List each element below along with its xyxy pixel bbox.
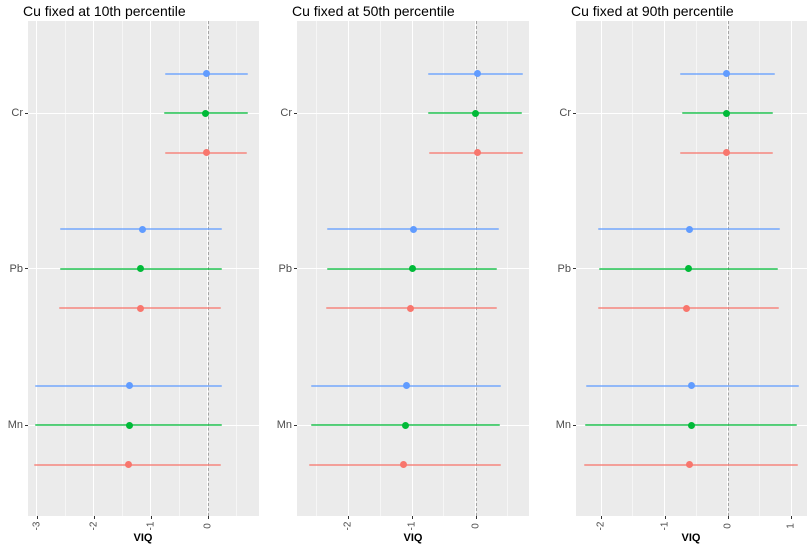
x-tick-mark (36, 516, 38, 519)
category-label-mn: Mn (555, 419, 571, 431)
point-estimate-cr-green (472, 109, 480, 117)
category-label-cr: Cr (559, 107, 571, 119)
y-tick-mark (294, 268, 297, 269)
x-tick-mark (727, 516, 729, 519)
point-estimate-cr-blue (473, 70, 481, 77)
y-tick-mark (294, 112, 297, 114)
x-tick-label: -1 (145, 521, 157, 531)
point-estimate-mn-blue (688, 382, 696, 389)
category-label-pb: Pb (9, 262, 23, 275)
x-tick-mark (475, 516, 477, 519)
x-tick-mark (150, 516, 152, 519)
x-tick-label: -2 (595, 521, 607, 531)
y-tick-mark (573, 424, 576, 426)
x-tick-label: -2 (88, 521, 100, 531)
y-tick-mark (25, 424, 28, 426)
point-estimate-pb-green (408, 265, 416, 272)
point-estimate-mn-blue (402, 382, 410, 389)
point-estimate-cr-blue (203, 70, 211, 77)
x-tick-label: 0 (470, 523, 482, 529)
point-estimate-pb-red (136, 304, 144, 312)
category-label-cr: Cr (11, 107, 23, 119)
point-estimate-pb-blue (409, 225, 417, 233)
y-tick-mark (573, 268, 576, 269)
facet-title-cu-10th: Cu fixed at 10th percentile (23, 3, 186, 19)
x-tick-label: -1 (406, 521, 418, 531)
category-label-pb: Pb (278, 262, 292, 275)
point-estimate-cr-green (202, 109, 210, 117)
point-estimate-cr-blue (723, 70, 731, 77)
panel-cu-50th (297, 21, 529, 516)
point-estimate-mn-red (400, 461, 408, 468)
gridline-major-horizontal (297, 112, 529, 114)
x-tick-label: -3 (31, 521, 43, 531)
x-tick-label: 0 (202, 523, 214, 529)
gridline-major-horizontal (28, 112, 259, 114)
facet-title-cu-50th: Cu fixed at 50th percentile (292, 3, 455, 19)
y-tick-mark (294, 424, 297, 426)
point-estimate-mn-green (126, 421, 134, 429)
x-tick-mark (791, 516, 793, 519)
point-estimate-cr-red (203, 149, 211, 156)
x-tick-mark (412, 516, 414, 519)
point-estimate-mn-green (687, 421, 695, 429)
x-tick-mark (207, 516, 209, 519)
x-tick-label: 1 (785, 523, 797, 529)
point-estimate-cr-red (473, 149, 481, 156)
point-estimate-mn-green (401, 421, 409, 429)
category-label-mn: Mn (7, 419, 23, 431)
point-estimate-mn-red (124, 461, 132, 468)
x-tick-label: 0 (722, 523, 734, 529)
x-tick-mark (93, 516, 95, 519)
x-axis-label: VIQ (403, 532, 423, 544)
x-tick-label: -2 (342, 521, 354, 531)
point-estimate-cr-green (723, 109, 731, 117)
point-estimate-mn-blue (126, 382, 134, 389)
y-tick-mark (573, 112, 576, 114)
category-label-cr: Cr (280, 107, 292, 119)
point-estimate-pb-blue (685, 225, 693, 233)
point-estimate-pb-blue (138, 225, 146, 233)
point-estimate-mn-red (686, 461, 694, 468)
x-tick-label: -1 (659, 521, 671, 531)
x-tick-mark (601, 516, 603, 519)
panel-cu-90th (576, 21, 807, 516)
x-tick-mark (664, 516, 666, 519)
point-estimate-pb-green (136, 265, 144, 272)
x-axis-label: VIQ (133, 532, 153, 544)
point-estimate-pb-red (407, 304, 415, 312)
x-axis-label: VIQ (681, 532, 701, 544)
point-estimate-pb-green (684, 265, 692, 272)
category-label-mn: Mn (276, 419, 292, 431)
point-estimate-cr-red (723, 149, 731, 156)
panel-cu-10th (28, 21, 259, 516)
point-estimate-pb-red (683, 304, 691, 312)
y-tick-mark (25, 112, 28, 114)
category-label-pb: Pb (557, 262, 571, 275)
x-tick-mark (348, 516, 350, 519)
y-tick-mark (25, 268, 28, 269)
facet-title-cu-90th: Cu fixed at 90th percentile (571, 3, 734, 19)
